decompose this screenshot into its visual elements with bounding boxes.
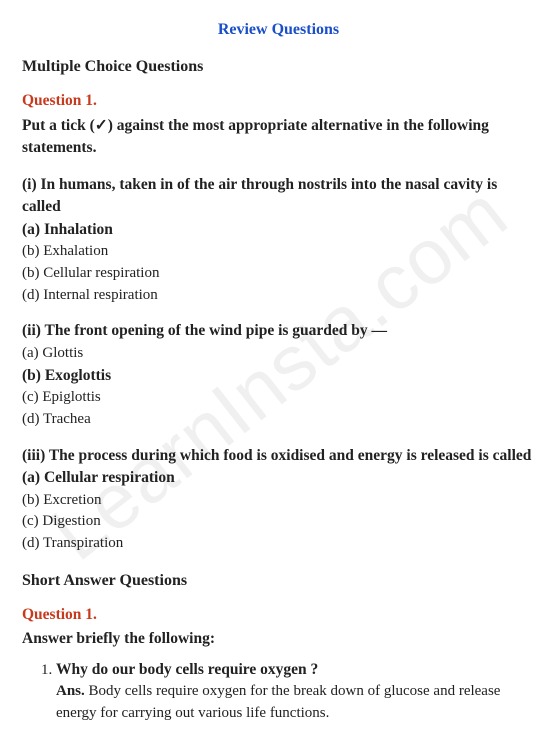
page-title: Review Questions bbox=[22, 18, 535, 41]
sub-ii-option-b: (b) Exoglottis bbox=[22, 365, 535, 387]
saq-item1-answer-text: Body cells require oxygen for the break … bbox=[56, 683, 500, 721]
saq-list-item-1: Why do our body cells require oxygen ? A… bbox=[56, 659, 535, 725]
sub-iii-option-a: (a) Cellular respiration bbox=[22, 467, 535, 489]
sub-i-stem: (i) In humans, taken in of the air throu… bbox=[22, 174, 535, 219]
sub-iii-stem: (iii) The process during which food is o… bbox=[22, 445, 535, 467]
sub-i-option-b: (b) Exhalation bbox=[22, 241, 535, 263]
sub-ii-stem: (ii) The front opening of the wind pipe … bbox=[22, 320, 535, 342]
saq-item1-question: Why do our body cells require oxygen ? bbox=[56, 659, 535, 681]
sub-iii-option-b: (b) Excretion bbox=[22, 490, 535, 512]
sub-ii-option-c: (c) Epiglottis bbox=[22, 387, 535, 409]
sub-i-option-a: (a) Inhalation bbox=[22, 219, 535, 241]
saq-item1-answer: Ans. Body cells require oxygen for the b… bbox=[56, 681, 535, 725]
sub-i-option-d: (d) Internal respiration bbox=[22, 285, 535, 307]
ans-label: Ans. bbox=[56, 683, 85, 699]
question-1-label: Question 1. bbox=[22, 90, 535, 112]
sub-question-ii: (ii) The front opening of the wind pipe … bbox=[22, 320, 535, 430]
saq-heading: Short Answer Questions bbox=[22, 569, 535, 592]
document-content: Review Questions Multiple Choice Questio… bbox=[22, 18, 535, 725]
question-1-prompt: Put a tick (✓) against the most appropri… bbox=[22, 115, 535, 160]
mcq-heading: Multiple Choice Questions bbox=[22, 55, 535, 78]
sub-i-option-b2: (b) Cellular respiration bbox=[22, 263, 535, 285]
sub-ii-option-a: (a) Glottis bbox=[22, 343, 535, 365]
sub-iii-option-c: (c) Digestion bbox=[22, 511, 535, 533]
sub-question-iii: (iii) The process during which food is o… bbox=[22, 445, 535, 555]
saq-q1-label: Question 1. bbox=[22, 604, 535, 626]
sub-ii-option-d: (d) Trachea bbox=[22, 409, 535, 431]
saq-list: Why do our body cells require oxygen ? A… bbox=[22, 659, 535, 725]
sub-question-i: (i) In humans, taken in of the air throu… bbox=[22, 174, 535, 307]
sub-iii-option-d: (d) Transpiration bbox=[22, 533, 535, 555]
saq-q1-prompt: Answer briefly the following: bbox=[22, 628, 535, 650]
